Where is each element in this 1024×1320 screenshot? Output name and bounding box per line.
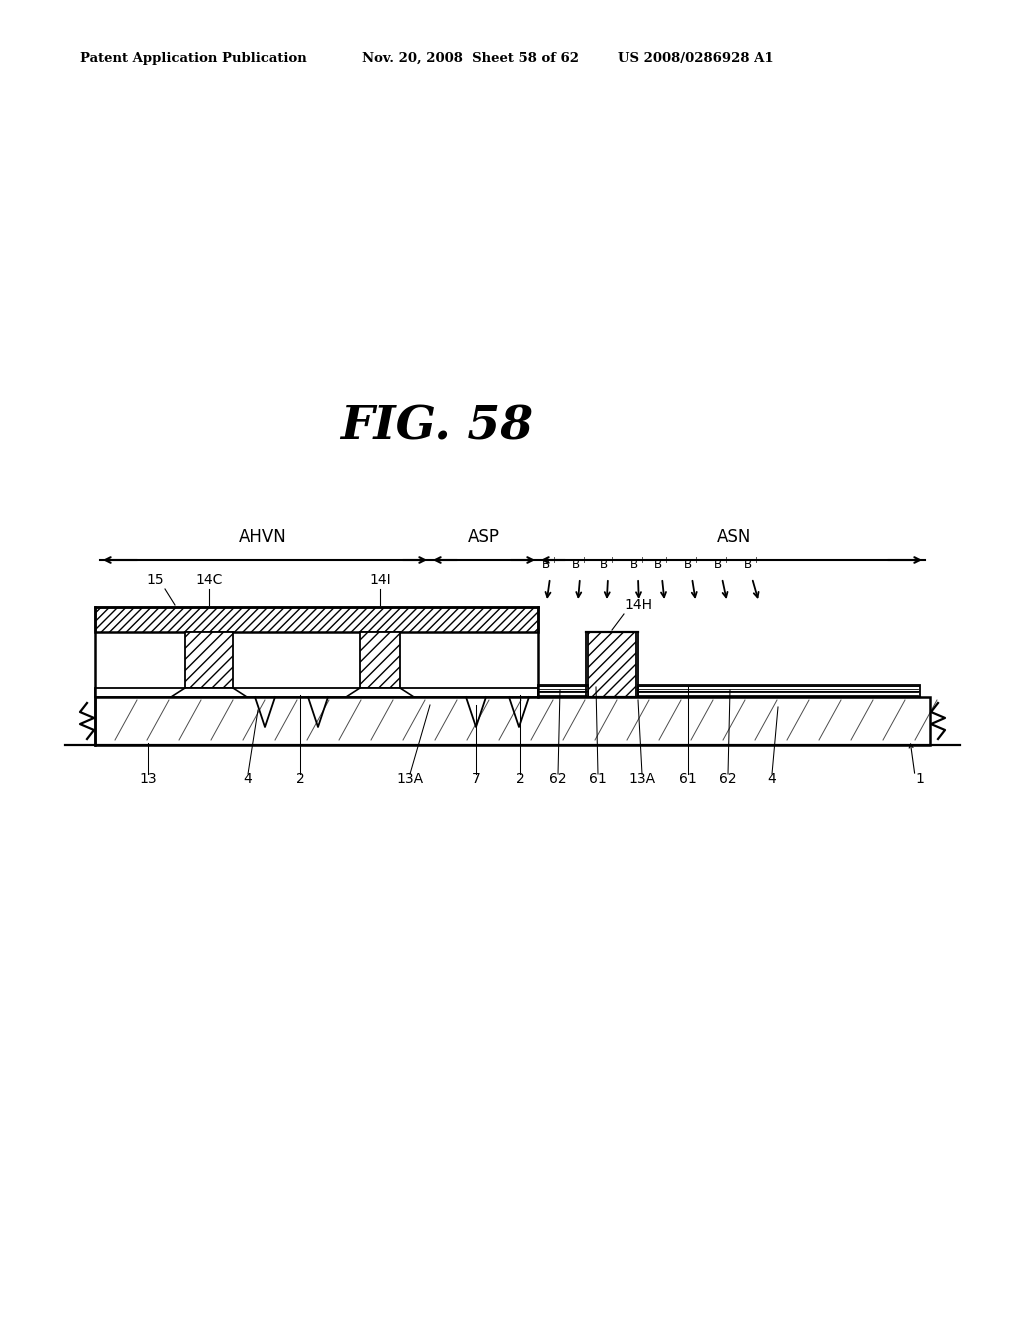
Text: 14I: 14I (370, 573, 391, 587)
Text: 13A: 13A (629, 772, 655, 785)
Bar (360, 632, 400, 688)
Bar (638, 685, 920, 697)
Bar (95, 697, 930, 744)
Text: 62: 62 (719, 772, 737, 785)
Text: B$^+$: B$^+$ (683, 557, 700, 573)
Text: 15: 15 (146, 573, 164, 587)
Text: US 2008/0286928 A1: US 2008/0286928 A1 (618, 51, 773, 65)
Bar (185, 632, 233, 688)
Text: 2: 2 (296, 772, 304, 785)
Text: FIG. 58: FIG. 58 (340, 404, 534, 450)
Text: B$^+$: B$^+$ (571, 557, 589, 573)
Text: B$^+$: B$^+$ (599, 557, 616, 573)
Text: 13A: 13A (396, 772, 424, 785)
Text: 13: 13 (139, 772, 157, 785)
Text: B$^+$: B$^+$ (629, 557, 647, 573)
Bar (95, 688, 538, 697)
Text: Nov. 20, 2008  Sheet 58 of 62: Nov. 20, 2008 Sheet 58 of 62 (362, 51, 579, 65)
Text: B$^+$: B$^+$ (713, 557, 731, 573)
Text: AHVN: AHVN (239, 528, 287, 546)
Text: 14H: 14H (624, 598, 652, 612)
Text: 4: 4 (244, 772, 252, 785)
Text: 4: 4 (768, 772, 776, 785)
Text: B$^+$: B$^+$ (743, 557, 761, 573)
Text: ASP: ASP (468, 528, 500, 546)
Text: 61: 61 (589, 772, 607, 785)
Text: B$^+$: B$^+$ (653, 557, 671, 573)
Bar (538, 685, 588, 697)
Text: B$^+$: B$^+$ (541, 557, 559, 573)
Text: ASN: ASN (717, 528, 752, 546)
Text: Patent Application Publication: Patent Application Publication (80, 51, 307, 65)
Bar (588, 632, 636, 697)
Text: 62: 62 (549, 772, 567, 785)
Bar (95, 607, 538, 632)
Text: 1: 1 (915, 772, 925, 785)
Text: 61: 61 (679, 772, 697, 785)
Text: 14C: 14C (196, 573, 222, 587)
Text: 2: 2 (516, 772, 524, 785)
Text: 7: 7 (472, 772, 480, 785)
